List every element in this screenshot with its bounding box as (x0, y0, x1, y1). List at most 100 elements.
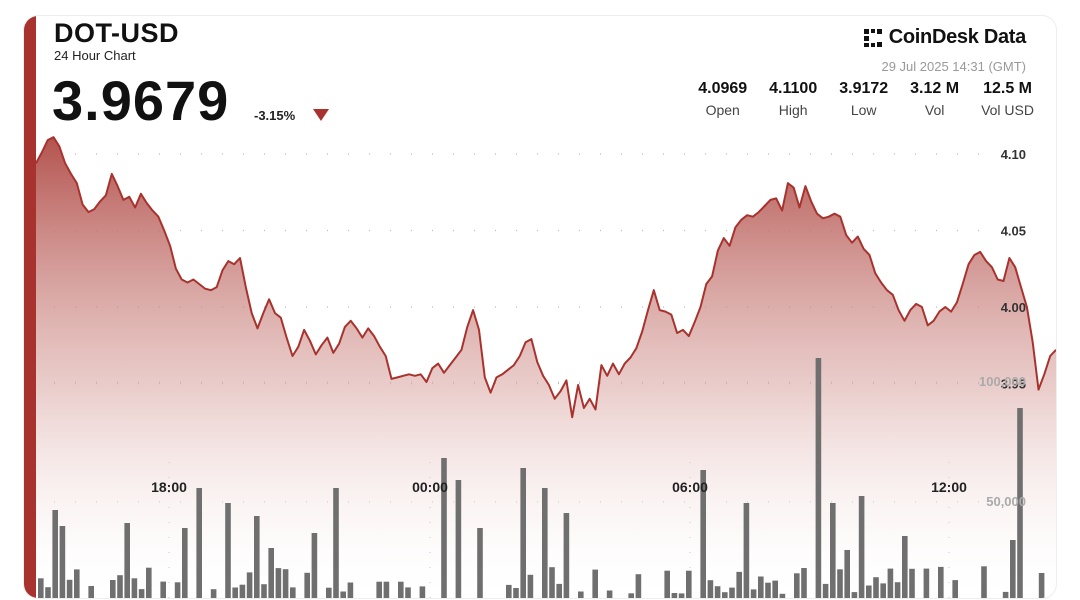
volume-bar (844, 550, 850, 598)
volume-bar (131, 578, 138, 598)
x-tick-label: 06:00 (672, 479, 708, 495)
pair-title: DOT-USD (54, 18, 179, 48)
volume-bar (290, 587, 296, 598)
volume-tick-label: 50,000 (986, 494, 1026, 509)
volume-bar (1002, 591, 1009, 598)
volume-bar (722, 592, 728, 598)
volume-bar (758, 576, 764, 598)
volume-bar (815, 358, 822, 598)
volume-bar (513, 588, 519, 598)
coindesk-logo-icon (863, 28, 882, 47)
stat-label: Open (705, 102, 740, 118)
coindesk-logo: CoinDesk Data (863, 26, 1026, 49)
volume-bar (311, 533, 318, 598)
volume-bar (851, 592, 858, 598)
stat-label: Vol (924, 102, 945, 118)
volume-bar (520, 468, 526, 598)
volume-bar (542, 488, 548, 598)
volume-bar (182, 528, 188, 598)
volume-bar (225, 503, 231, 598)
volume-bar (45, 587, 51, 598)
volume-bar (678, 593, 685, 598)
stat-high: 4.1100 High (769, 80, 817, 118)
stat-vol-usd: 12.5 M Vol USD (981, 80, 1034, 118)
down-arrow-icon (313, 109, 329, 121)
volume-bar (1010, 540, 1016, 598)
volume-bar (383, 581, 390, 598)
x-tick-label: 12:00 (931, 479, 967, 495)
volume-bar (282, 569, 289, 598)
volume-bar (304, 572, 310, 598)
price-change: -3.15% (254, 108, 296, 123)
current-price: 3.9679 (52, 69, 230, 132)
volume-bar (1038, 573, 1045, 598)
timestamp: 29 Jul 2025 14:31 (GMT) (881, 59, 1026, 74)
stats-row: 4.0969 Open 4.1100 High 3.9172 Low 3.12 … (676, 80, 1034, 118)
volume-bar (455, 480, 462, 598)
volume-bar (894, 582, 901, 598)
stat-value: 12.5 M (983, 80, 1032, 97)
volume-bar (887, 568, 894, 598)
volume-bar (556, 583, 562, 598)
volume-bar (765, 582, 771, 598)
stat-value: 4.1100 (769, 80, 818, 97)
volume-bar (347, 582, 354, 598)
volume-bar (160, 581, 166, 598)
volume-bar (74, 569, 80, 598)
volume-bar (196, 488, 202, 598)
y-tick-label: 3.95 (1001, 377, 1026, 392)
chart-subtitle: 24 Hour Chart (54, 48, 136, 63)
volume-bar (866, 585, 872, 598)
volume-bar (822, 583, 829, 598)
volume-bar (700, 470, 706, 598)
brand-name: CoinDesk Data (888, 26, 1027, 48)
stat-low: 3.9172 Low (839, 80, 888, 118)
volume-bar (254, 516, 260, 598)
volume-bar (938, 566, 944, 598)
volume-bar (59, 526, 66, 598)
price-area (36, 137, 1056, 598)
stat-label: Low (850, 102, 877, 118)
y-tick-label: 4.05 (1001, 224, 1026, 239)
volume-bar (981, 566, 987, 598)
volume-bar (563, 513, 570, 598)
volume-bar (729, 587, 735, 598)
price-line (35, 136, 1056, 419)
volume-bar (232, 587, 238, 598)
volume-bar (686, 570, 692, 598)
volume-bar (88, 586, 94, 598)
volume-bar (750, 589, 757, 598)
stat-value: 3.9172 (839, 80, 889, 97)
volume-bar (268, 548, 274, 598)
volume-bar (592, 569, 598, 598)
volume-bar (794, 573, 800, 598)
volume-bar (909, 568, 915, 598)
x-tick-label: 00:00 (412, 479, 448, 495)
volume-bar (902, 536, 908, 598)
volume-bar (830, 503, 836, 598)
volume-bar (340, 591, 346, 598)
volume-bar (239, 584, 246, 598)
volume-bar (880, 583, 886, 598)
volume-bar (578, 591, 584, 598)
volume-bar (635, 574, 642, 598)
volume-bar (506, 584, 512, 598)
volume-bar (664, 570, 670, 598)
chart-card: 4.10 4.05 4.00 3.95 100,000 50,000 18:00 00:00 0… (24, 16, 1056, 598)
volume-bar (527, 574, 534, 598)
volume-bar (398, 581, 404, 598)
volume-bar (671, 593, 678, 598)
volume-bar (606, 590, 613, 598)
volume-bar (779, 593, 786, 598)
volume-bar (873, 577, 879, 598)
volume-bar (261, 584, 267, 598)
stat-vol: 3.12 M Vol (910, 80, 959, 118)
volume-bar (952, 580, 958, 598)
volume-bar (38, 578, 44, 598)
volume-bar (52, 510, 58, 598)
volume-bar (736, 571, 742, 598)
x-tick-label: 18:00 (151, 479, 187, 495)
volume-bar (124, 523, 130, 598)
volume-bar (138, 589, 145, 598)
